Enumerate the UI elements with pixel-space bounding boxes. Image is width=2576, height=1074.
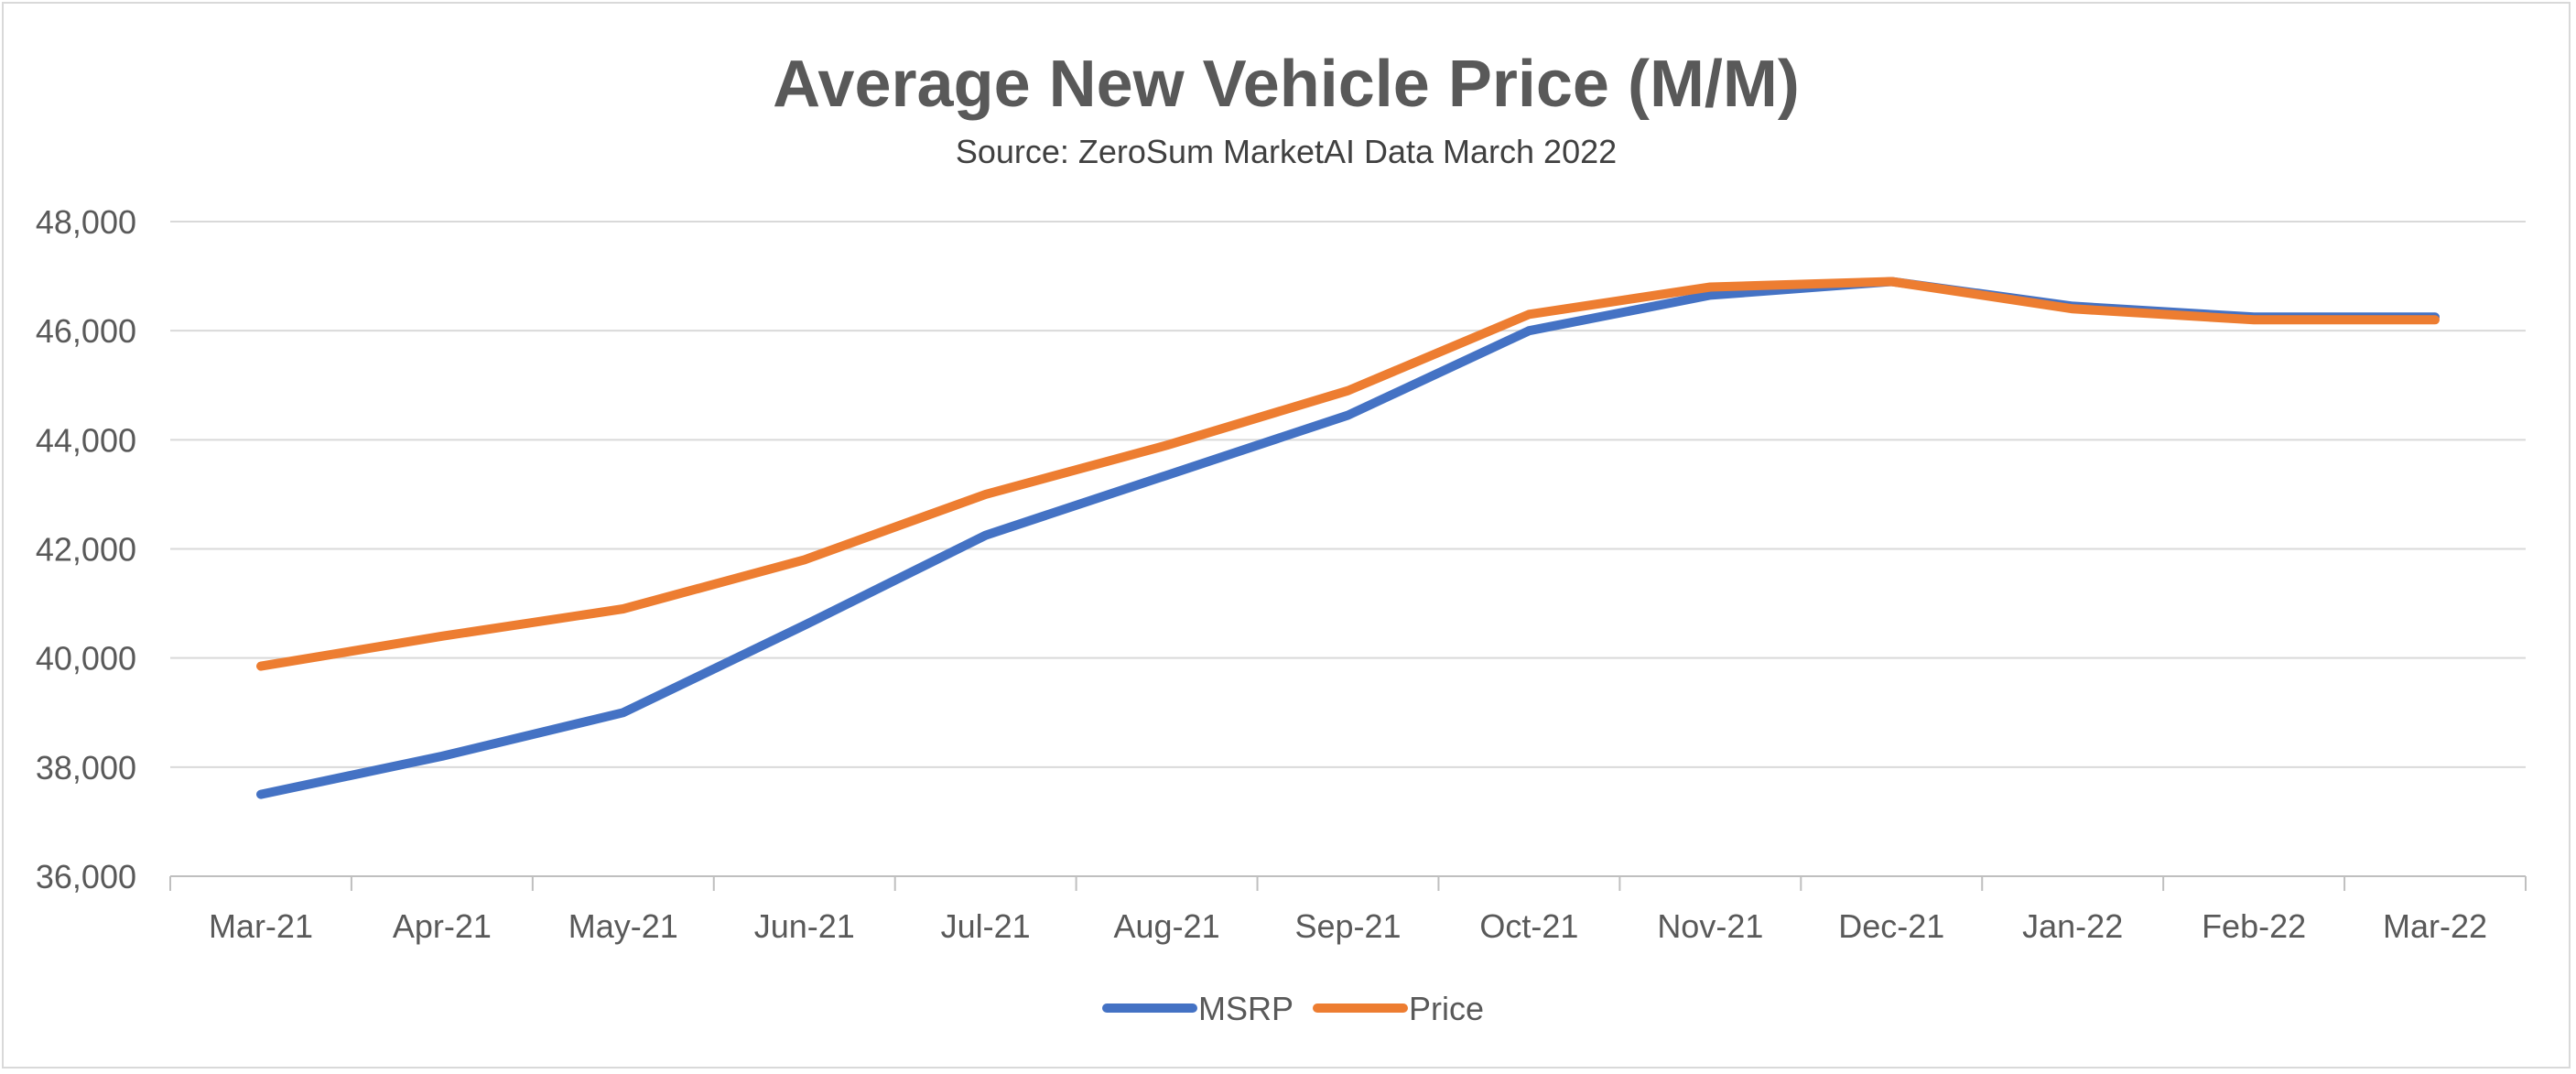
x-tick-label: Feb-22 [2202, 907, 2306, 945]
legend: MSRP Price [1102, 990, 1484, 1027]
y-tick-label: 38,000 [36, 749, 136, 787]
x-tick-label: Apr-21 [393, 907, 492, 945]
y-tick-label: 36,000 [36, 858, 136, 895]
x-tick-label: Aug-21 [1114, 907, 1220, 945]
grid-layer [170, 221, 2526, 877]
legend-label-price: Price [1409, 990, 1484, 1027]
x-tick-label: Mar-21 [209, 907, 313, 945]
y-tick-label: 40,000 [36, 640, 136, 678]
y-tick-label: 44,000 [36, 421, 136, 459]
x-tick-label: Mar-22 [2383, 907, 2487, 945]
x-tick-label: Jun-21 [754, 907, 855, 945]
x-tick-label: Jan-22 [2022, 907, 2123, 945]
x-tick-label: Oct-21 [1479, 907, 1578, 945]
chart-svg: Average New Vehicle Price (M/M) Source: … [36, 48, 2527, 1027]
y-tick-label: 42,000 [36, 531, 136, 569]
x-tick-label: Sep-21 [1294, 907, 1401, 945]
legend-label-msrp: MSRP [1198, 990, 1293, 1027]
y-tick-label: 46,000 [36, 312, 136, 350]
y-tick-label: 48,000 [36, 203, 136, 241]
chart-subtitle: Source: ZeroSum MarketAI Data March 2022 [956, 133, 1617, 170]
chart-title: Average New Vehicle Price (M/M) [773, 48, 1800, 121]
series-line-price [256, 277, 2440, 671]
series-layer [256, 277, 2440, 799]
series-line-msrp [256, 277, 2440, 799]
x-tick-label: Jul-21 [941, 907, 1031, 945]
x-tick-label: Dec-21 [1838, 907, 1944, 945]
x-tick-label: May-21 [568, 907, 678, 945]
x-tick-label: Nov-21 [1657, 907, 1763, 945]
axis-layer: 36,000 38,000 40,000 42,000 44,000 46,000 48,0… [36, 203, 2527, 945]
